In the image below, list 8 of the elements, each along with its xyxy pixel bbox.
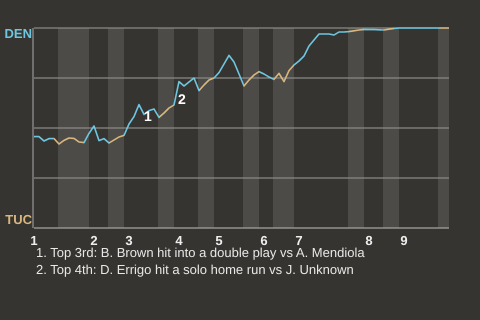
text: TUC	[5, 212, 33, 227]
x-tick-label: 1	[30, 233, 38, 248]
text: DEN	[4, 26, 32, 41]
annotation: 2	[178, 91, 186, 107]
x-tick-label: 9	[400, 233, 408, 248]
x-tick-label: 8	[365, 233, 373, 248]
text: 2. Top 4th: D. Errigo hit a solo home run vs J. Unknown	[36, 261, 355, 278]
annotation: 1	[144, 108, 152, 124]
